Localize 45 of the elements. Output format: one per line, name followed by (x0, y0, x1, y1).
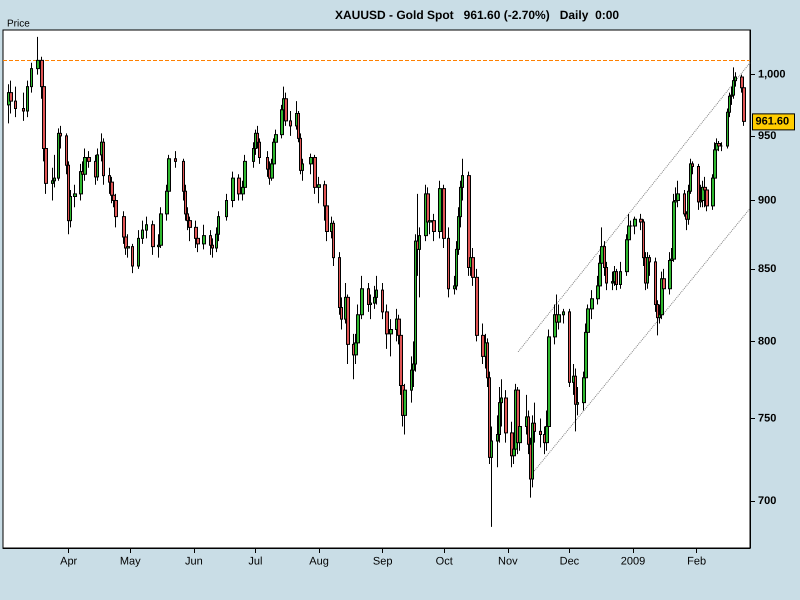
y-tick-label: 1,000 (758, 68, 786, 81)
annotation: 961.60 (756, 115, 790, 128)
candlestick (151, 220, 155, 256)
candlestick (375, 275, 378, 306)
candlestick (403, 383, 407, 436)
candlestick (574, 368, 577, 432)
candlestick (619, 261, 622, 290)
y-tick-label: 700 (758, 494, 776, 507)
x-tick-label: Dec (560, 556, 580, 568)
candlestick (697, 163, 700, 210)
candlestick (209, 230, 212, 256)
chart-title: XAUUSD - Gold Spot 961.60 (-2.70%) Daily 0:00 (335, 8, 620, 22)
candlestick (481, 323, 485, 364)
candlestick (720, 142, 723, 152)
candlestick (202, 224, 206, 250)
candlestick (676, 180, 680, 208)
candlestick (332, 220, 335, 267)
x-tick-label: May (120, 556, 142, 568)
x-tick-label: Oct (436, 556, 453, 568)
y-tick-label: 850 (758, 262, 776, 275)
candlestick (703, 176, 707, 208)
candlestick (668, 252, 672, 295)
x-tick-label: Jun (184, 556, 203, 568)
y-tick-label: 900 (758, 194, 776, 207)
candlestick (633, 216, 637, 235)
candlestick (102, 138, 105, 186)
candlestick (231, 171, 235, 208)
x-tick-label: Jul (248, 556, 262, 568)
x-tick-label: Apr (60, 556, 78, 568)
candlestick (225, 193, 228, 222)
y-tick-label: 750 (758, 412, 776, 424)
x-tick-label: Feb (687, 556, 706, 568)
candlestick (237, 174, 241, 202)
x-tick-label: 2009 (620, 556, 646, 568)
candlestick (717, 140, 721, 152)
candlestick (646, 252, 649, 290)
x-tick-label: Sep (372, 556, 392, 568)
candlestick (83, 148, 87, 182)
x-tick-label: Aug (309, 556, 329, 568)
y-tick-label: 800 (758, 335, 776, 348)
candlestick (174, 150, 177, 168)
candlestick (467, 171, 471, 276)
y-axis-title: Price (7, 18, 30, 30)
x-tick-label: Nov (498, 556, 518, 568)
y-tick-label: 950 (758, 130, 776, 142)
